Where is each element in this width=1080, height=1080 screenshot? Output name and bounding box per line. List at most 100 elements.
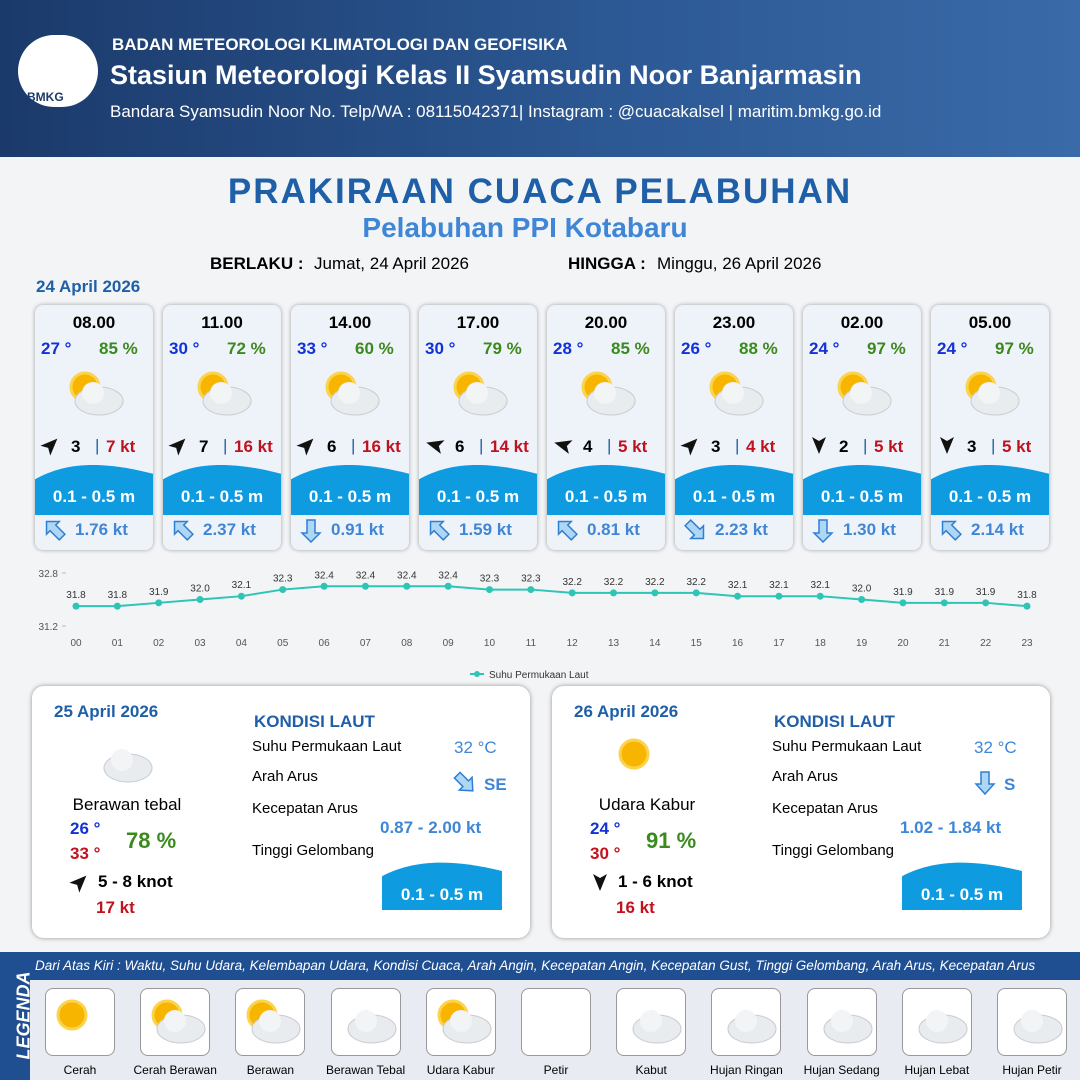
- wave-area: [35, 464, 153, 515]
- cloud: [111, 749, 133, 771]
- wave-area: [382, 862, 502, 910]
- wave: [291, 464, 409, 515]
- value-label: 32.3: [273, 574, 293, 585]
- x-tick-label: 21: [939, 638, 951, 649]
- legend-icon-box: [901, 988, 972, 1056]
- x-tick-label: 22: [980, 638, 992, 649]
- current-speed: 1.76 kt: [75, 520, 128, 539]
- sea-title: KONDISI LAUT: [774, 712, 895, 731]
- legend-icon: [526, 995, 590, 1051]
- wave: [163, 464, 281, 515]
- wave-height: 0.1 - 0.5 m: [920, 885, 1004, 904]
- x-tick-label: 05: [277, 638, 289, 649]
- date: Jumat, 24 April 2026: [314, 254, 469, 273]
- value-label: 31.9: [935, 587, 955, 598]
- value-label: 32.3: [521, 574, 541, 585]
- gust: 5 kt: [618, 437, 648, 456]
- forecast-card: 05.00 24 ° 97 % 3 | 5 kt 0.1 - 0.5 m 2.14 kt: [931, 305, 1049, 550]
- value-label: 31.8: [66, 590, 86, 601]
- value-label: 32.4: [397, 570, 417, 581]
- day-date: 26 April 2026: [574, 702, 679, 721]
- sea-value: 32 °C: [974, 738, 1017, 757]
- legend-item: Berawan: [246, 1063, 295, 1077]
- legend-icon-box: [997, 988, 1067, 1056]
- separator: |: [607, 436, 612, 455]
- x-tick-label: 13: [608, 638, 620, 649]
- temp-max: 33 °: [70, 844, 101, 863]
- wave-area: [163, 464, 281, 515]
- point: [1023, 602, 1031, 610]
- gust: 4 kt: [746, 437, 776, 456]
- gust: 14 kt: [490, 437, 529, 456]
- date: Minggu, 26 April 2026: [657, 254, 822, 273]
- cloud: [640, 1010, 663, 1032]
- title: PRAKIRAAN CUACA PELABUHAN: [227, 172, 853, 211]
- value-label: 32.1: [728, 580, 748, 591]
- forecast-card: 02.00 24 ° 97 % 2 | 5 kt 0.1 - 0.5 m 1.30 kt: [803, 305, 921, 550]
- x-tick-label: 09: [443, 638, 455, 649]
- wind-speed: 3: [967, 437, 977, 456]
- sea-value: S: [1004, 775, 1016, 794]
- separator: |: [991, 436, 996, 455]
- value-label: 32.0: [190, 584, 210, 595]
- wind-speed: 3: [71, 437, 81, 456]
- wave: [931, 464, 1049, 515]
- point: [279, 586, 287, 594]
- current-arrow: [974, 771, 996, 796]
- legend-icon: [246, 999, 301, 1044]
- wave-height: 0.1 - 0.5 m: [820, 487, 904, 506]
- wind-speed: 3: [711, 437, 721, 456]
- x-tick-label: 11: [526, 638, 537, 649]
- wind-icon: [426, 440, 445, 454]
- direction-arrow: [69, 875, 87, 893]
- humidity: 97 %: [867, 339, 906, 358]
- temperature: 33 °: [297, 339, 328, 358]
- cloud: [354, 1010, 377, 1032]
- wave-area: [931, 464, 1049, 515]
- direction-arrow: [593, 874, 607, 891]
- current-arrow: [941, 520, 962, 541]
- current-arrow: [173, 520, 194, 541]
- humidity: 97 %: [995, 339, 1034, 358]
- cloud: [722, 382, 744, 404]
- point: [527, 586, 535, 594]
- legend-band: [0, 952, 30, 1080]
- point: [982, 599, 990, 607]
- value-label: 32.2: [645, 577, 665, 588]
- separator: |: [735, 436, 740, 455]
- day-date: 25 April 2026: [54, 702, 159, 721]
- legend-icon: [727, 1010, 777, 1044]
- legend-icon-box: [616, 988, 687, 1056]
- time: 23.00: [712, 313, 756, 332]
- org: BADAN METEOROLOGI KLIMATOLOGI DAN GEOFIS…: [112, 35, 568, 54]
- value-label: 31.8: [1017, 590, 1037, 601]
- x-tick-label: 15: [691, 638, 703, 649]
- sea-value: 0.87 - 2.00 kt: [380, 818, 482, 837]
- value-label: 32.4: [438, 570, 458, 581]
- value-label: 32.3: [480, 574, 500, 585]
- wave-height: 0.1 - 0.5 m: [564, 487, 648, 506]
- cloud: [594, 382, 616, 404]
- humidity: 60 %: [355, 339, 394, 358]
- current-arrow: [453, 771, 474, 792]
- direction-arrow: [426, 440, 445, 454]
- wind-speed: 6: [455, 437, 465, 456]
- temperature: 30 °: [169, 339, 200, 358]
- x-tick-label: 20: [897, 638, 909, 649]
- sea-value: 1.02 - 1.84 kt: [900, 818, 1002, 837]
- wind-icon: [812, 437, 826, 454]
- direction-arrow: [812, 437, 826, 454]
- y-tick-label: 31.2: [39, 622, 59, 633]
- sea-label: Arah Arus: [252, 768, 318, 785]
- direction-arrow: [168, 438, 186, 456]
- current-speed: 2.37 kt: [203, 520, 256, 539]
- cloud: [735, 1010, 758, 1032]
- weather-icon: [581, 371, 636, 416]
- point: [899, 599, 907, 607]
- x-tick-label: 08: [401, 638, 413, 649]
- direction-arrow: [40, 438, 58, 456]
- direction-arrow: [680, 438, 698, 456]
- weather-icon: [618, 738, 650, 770]
- point: [361, 582, 369, 590]
- weather-icon: [69, 371, 124, 416]
